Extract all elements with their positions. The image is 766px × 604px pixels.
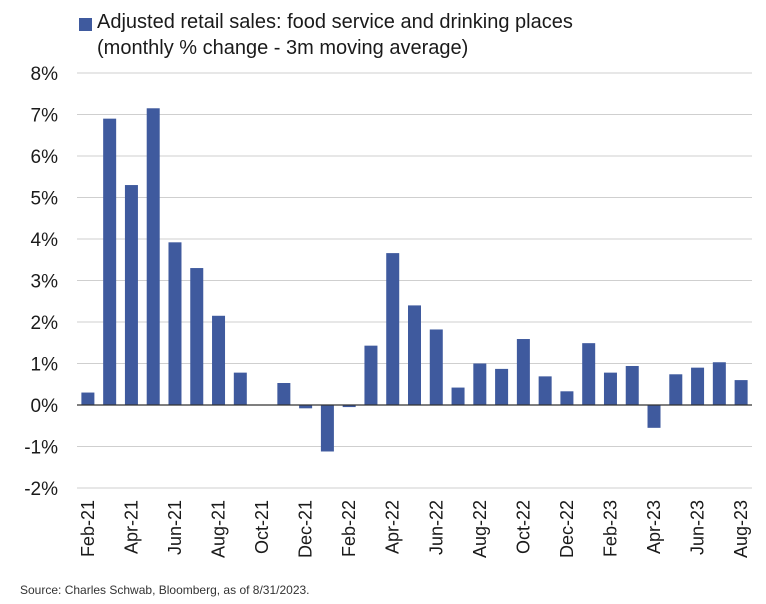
y-tick-label: 3% xyxy=(31,272,59,293)
bar xyxy=(603,372,617,405)
x-tick-label: Jun-23 xyxy=(688,500,708,555)
legend-label: Adjusted retail sales: food service and … xyxy=(97,11,573,33)
x-tick-label: Dec-22 xyxy=(557,500,577,558)
bar xyxy=(212,315,226,405)
bar xyxy=(495,368,509,405)
bar xyxy=(146,108,160,406)
bar xyxy=(168,242,182,405)
y-tick-label: 8% xyxy=(31,64,59,85)
x-tick-label: Aug-21 xyxy=(209,500,229,558)
bar xyxy=(582,343,596,405)
bar xyxy=(408,305,421,405)
x-tick-label: Apr-23 xyxy=(644,500,664,554)
bar xyxy=(538,376,552,405)
x-tick-label: Jun-21 xyxy=(165,500,185,555)
x-tick-label: Feb-22 xyxy=(339,500,359,557)
x-tick-label: Dec-21 xyxy=(296,500,316,558)
bar xyxy=(364,345,378,405)
y-tick-label: 6% xyxy=(31,147,59,168)
y-tick-label: -2% xyxy=(24,479,58,500)
bar xyxy=(712,362,726,405)
x-tick-label: Oct-21 xyxy=(252,500,272,554)
bar xyxy=(81,392,95,405)
y-tick-label: 0% xyxy=(31,396,59,417)
legend-sublabel: (monthly % change - 3m moving average) xyxy=(97,37,469,59)
bar xyxy=(429,329,443,405)
x-tick-label: Aug-23 xyxy=(731,500,751,558)
bar xyxy=(451,387,465,405)
bar xyxy=(233,372,247,405)
bar xyxy=(647,405,661,428)
source-note: Source: Charles Schwab, Bloomberg, as of… xyxy=(20,583,310,597)
bar xyxy=(103,118,117,406)
bar xyxy=(625,365,639,405)
bar xyxy=(734,380,748,405)
bar xyxy=(342,405,356,408)
bar xyxy=(691,367,705,405)
bar xyxy=(320,405,334,452)
y-tick-label: 7% xyxy=(31,106,59,127)
bar xyxy=(190,268,204,405)
y-tick-label: 1% xyxy=(31,355,59,376)
x-tick-label: Feb-23 xyxy=(600,500,620,557)
x-tick-label: Feb-21 xyxy=(78,500,98,557)
bar xyxy=(473,363,487,405)
x-tick-label: Apr-21 xyxy=(121,500,141,554)
bar xyxy=(516,339,530,405)
y-tick-label: 2% xyxy=(31,313,59,334)
y-tick-label: 5% xyxy=(31,189,59,210)
legend-swatch xyxy=(79,18,92,31)
x-tick-label: Apr-22 xyxy=(383,500,403,554)
bar xyxy=(299,405,313,409)
y-tick-label: -1% xyxy=(24,438,58,459)
y-tick-label: 4% xyxy=(31,230,59,251)
x-tick-label: Oct-22 xyxy=(513,500,533,554)
bar xyxy=(386,253,400,405)
x-tick-label: Jun-22 xyxy=(426,500,446,555)
bar xyxy=(560,391,574,405)
bar xyxy=(277,383,291,405)
x-tick-label: Aug-22 xyxy=(470,500,490,558)
bar xyxy=(669,374,683,405)
bar xyxy=(124,185,138,405)
